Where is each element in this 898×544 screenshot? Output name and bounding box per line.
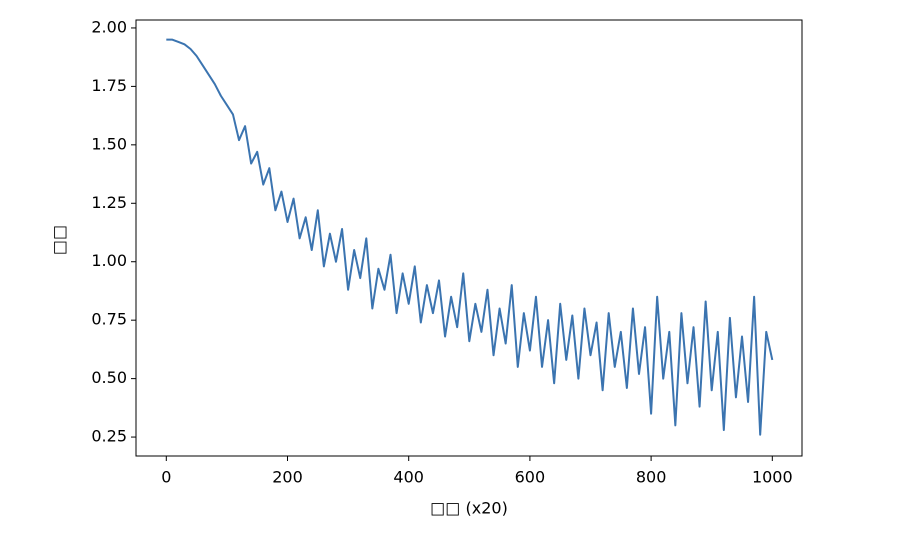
loss-line bbox=[166, 38, 774, 436]
y-tick-label: 1.75 bbox=[91, 76, 127, 95]
x-tick-label: 800 bbox=[636, 468, 667, 487]
x-tick-label: 600 bbox=[515, 468, 546, 487]
y-tick-label: 1.00 bbox=[91, 251, 127, 270]
x-tick-label: 400 bbox=[393, 468, 424, 487]
y-tick-label: 0.75 bbox=[91, 310, 127, 329]
x-tick-label: 0 bbox=[161, 468, 171, 487]
x-tick-label: 200 bbox=[272, 468, 303, 487]
y-tick-label: 1.50 bbox=[91, 134, 127, 153]
y-tick-label: 0.50 bbox=[91, 368, 127, 387]
y-tick-label: 1.25 bbox=[91, 193, 127, 212]
x-tick-label: 1000 bbox=[752, 468, 793, 487]
plot-frame bbox=[135, 19, 803, 457]
y-tick-label: 2.00 bbox=[91, 17, 127, 36]
y-tick-label: 0.25 bbox=[91, 427, 127, 446]
x-axis-label: □□ (x20) bbox=[430, 499, 508, 518]
y-axis-label: □□ bbox=[50, 225, 69, 255]
